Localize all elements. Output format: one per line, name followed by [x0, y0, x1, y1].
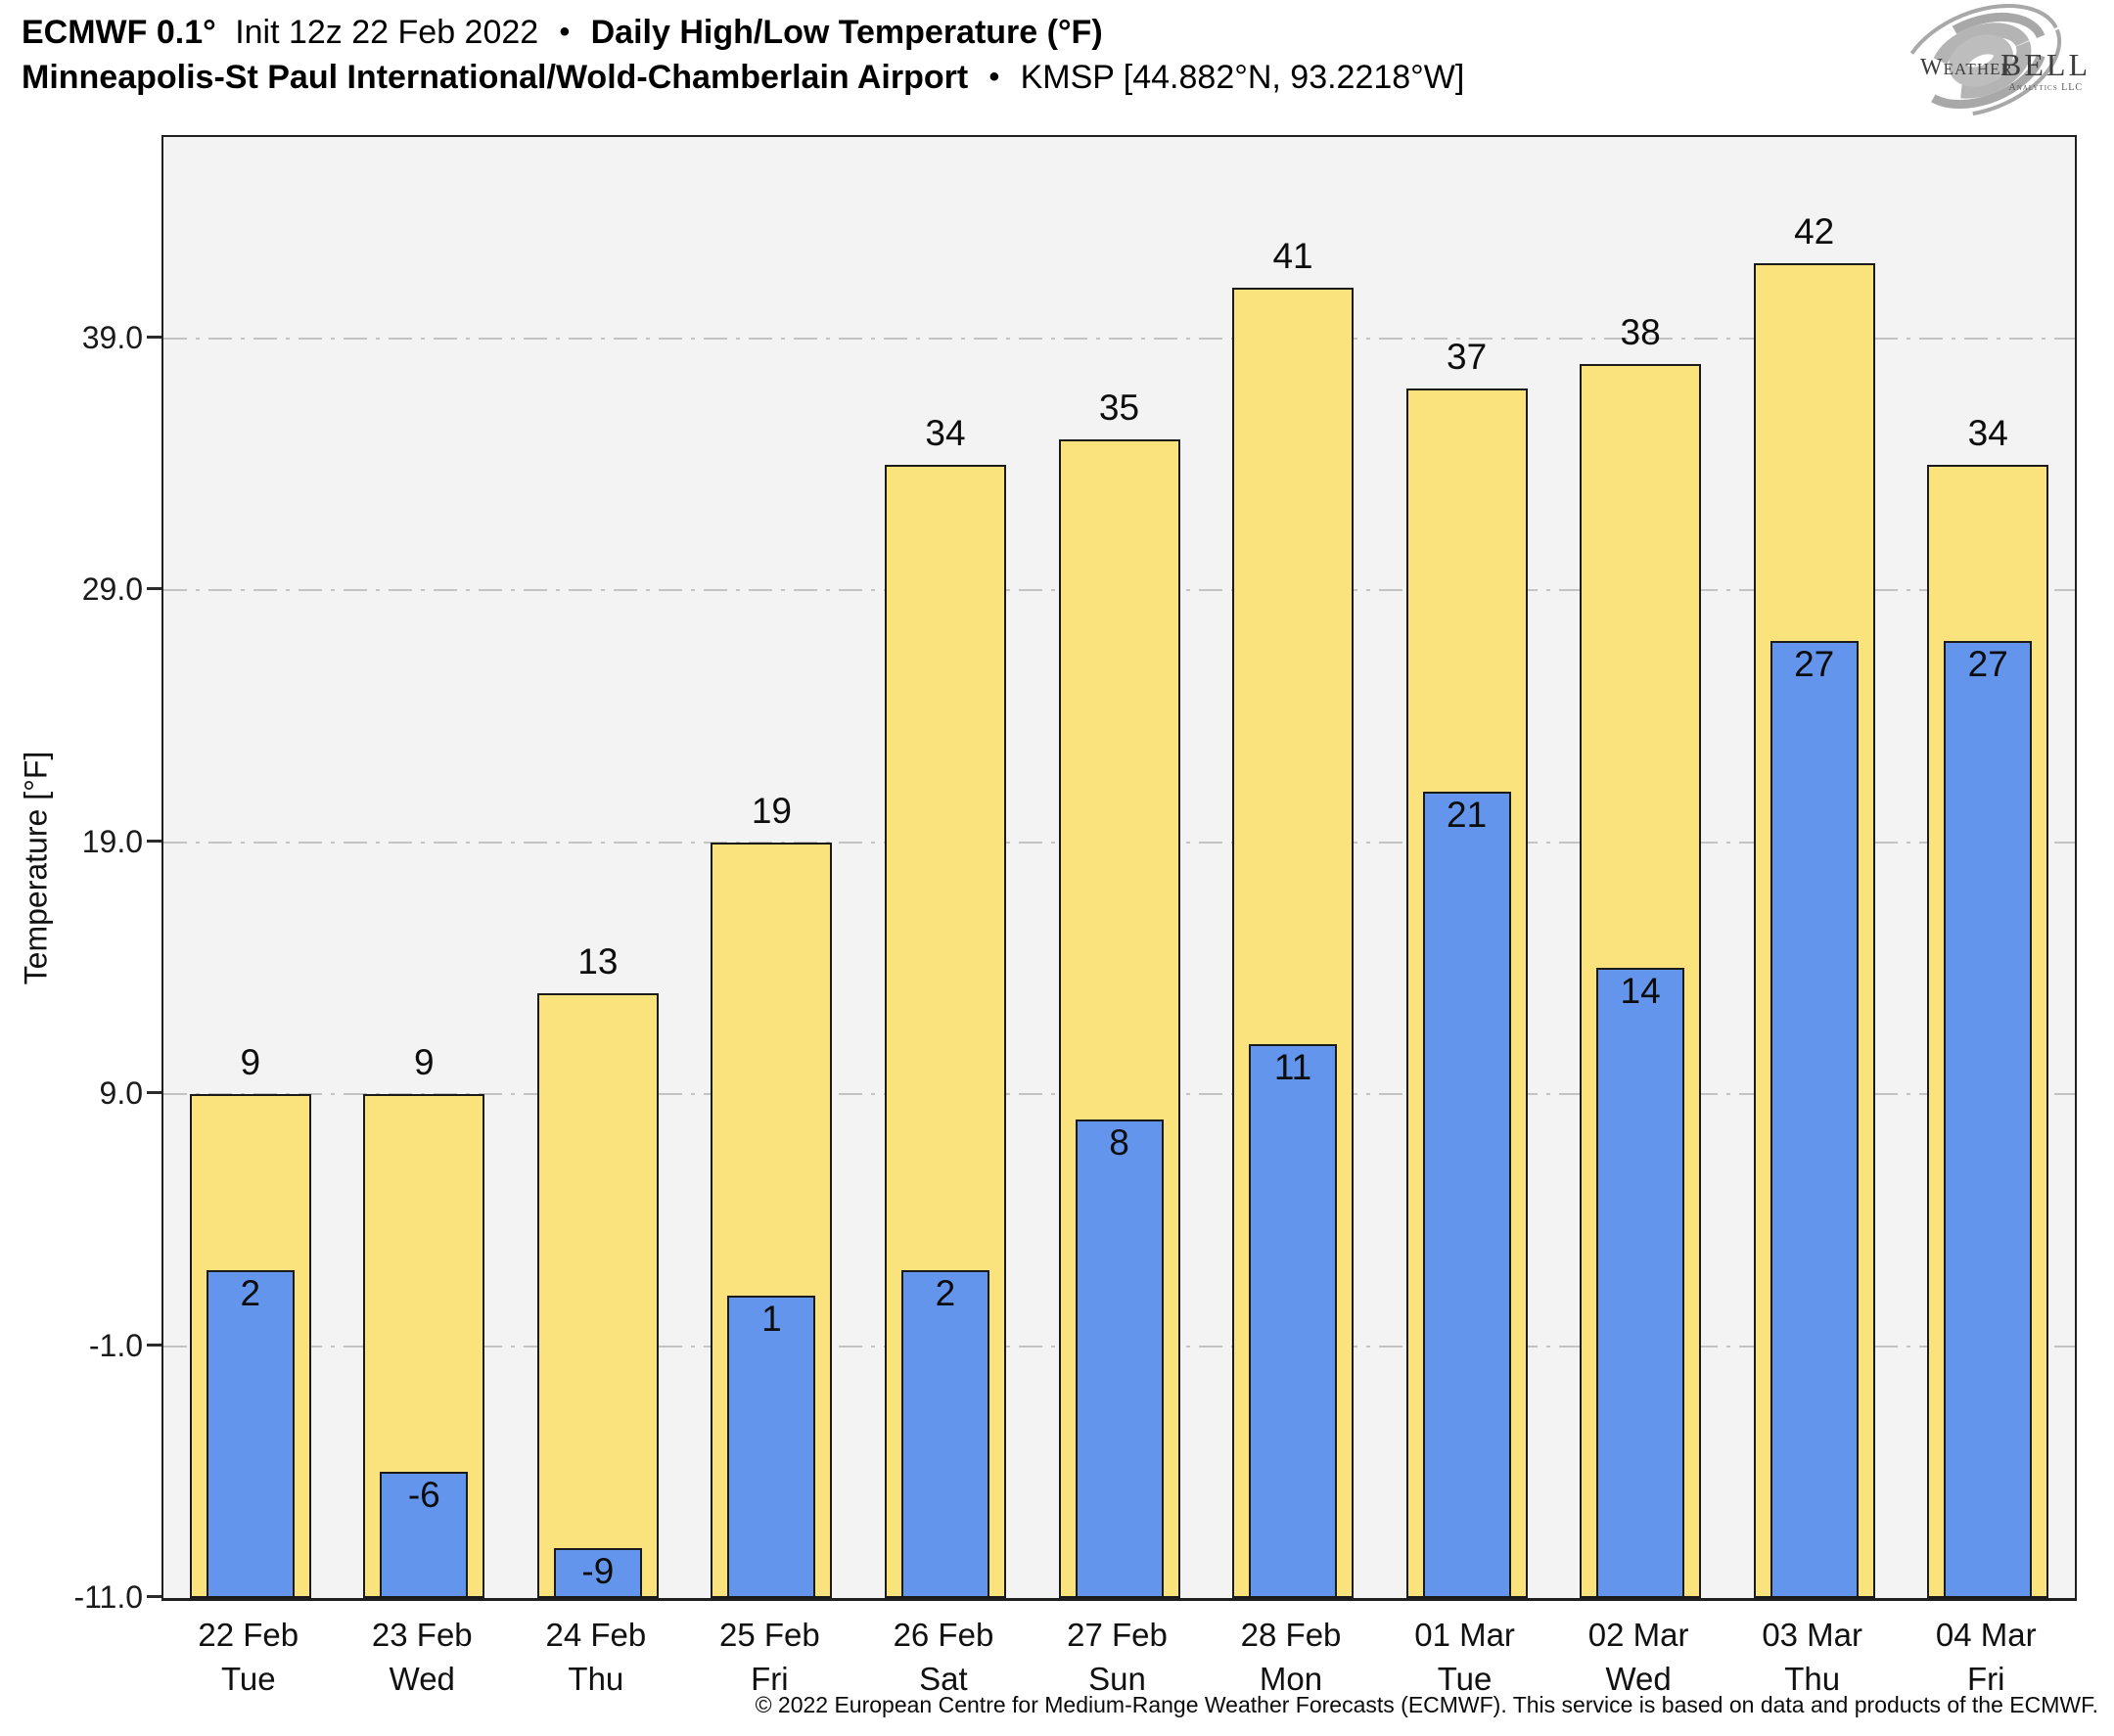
station-name: Minneapolis-St Paul International/Wold-C…: [22, 59, 969, 96]
high-value-label: 9: [414, 1042, 435, 1083]
low-value-label: 8: [1109, 1121, 1129, 1163]
y-tick-label: -1.0: [88, 1327, 143, 1363]
low-value-label: -9: [581, 1550, 615, 1591]
x-tick-date: 23 Feb: [371, 1617, 473, 1653]
y-tick-label: 29.0: [81, 571, 143, 608]
x-tick-date: 03 Mar: [1762, 1617, 1863, 1653]
logo-text-bell: BELL: [2000, 47, 2091, 82]
low-bar: [553, 1547, 642, 1598]
x-tick-date: 28 Feb: [1240, 1617, 1342, 1653]
chart-header: ECMWF 0.1° Init 12z 22 Feb 2022 • Daily …: [22, 10, 1464, 100]
x-tick-date: 26 Feb: [893, 1617, 994, 1653]
low-bar: [900, 1270, 989, 1598]
logo-text-weather: Weather: [1920, 55, 2013, 80]
low-bar: [1769, 640, 1859, 1598]
x-tick-label: 01 Mar Tue: [1378, 1613, 1552, 1701]
x-tick-day: Tue: [1437, 1661, 1493, 1697]
x-tick-label: 28 Feb Mon: [1204, 1613, 1378, 1701]
plot-area: 9 2 9 -6 13 -9 19 1 34 2 35 8 41 11 37 21 38 14 42 27 34 27: [161, 135, 2077, 1601]
model-name: ECMWF 0.1°: [22, 14, 216, 51]
high-value-label: 34: [1967, 412, 2008, 453]
low-bar: [1944, 640, 2033, 1598]
title-line-2: Minneapolis-St Paul International/Wold-C…: [22, 55, 1464, 100]
y-axis-title: Temperature [°F]: [18, 751, 54, 985]
x-tick-date: 22 Feb: [198, 1617, 299, 1653]
low-bar: [1596, 968, 1685, 1598]
weatherbell-logo: Weather BELL Analytics LLC: [1891, 3, 2096, 119]
high-value-label: 34: [925, 412, 966, 453]
high-value-label: 38: [1620, 311, 1661, 352]
x-tick-date: 04 Mar: [1935, 1617, 2037, 1653]
low-value-label: 11: [1273, 1046, 1312, 1087]
x-tick-label: 25 Feb Fri: [683, 1613, 857, 1701]
y-tick-label: 9.0: [99, 1075, 143, 1112]
high-bar: [536, 993, 659, 1598]
y-tick-mark: [147, 1091, 161, 1095]
logo-text-analytics: Analytics LLC: [2008, 82, 2083, 93]
x-tick-date: 25 Feb: [719, 1617, 820, 1653]
title-separator-dot: •: [559, 16, 571, 48]
station-id: KMSP [44.882°N, 93.2218°W]: [1020, 59, 1465, 96]
x-tick-day: Tue: [220, 1661, 276, 1697]
title-line-1: ECMWF 0.1° Init 12z 22 Feb 2022 • Daily …: [22, 10, 1464, 55]
high-value-label: 19: [751, 790, 792, 831]
x-tick-label: 26 Feb Sat: [856, 1613, 1031, 1701]
x-tick-date: 24 Feb: [545, 1617, 647, 1653]
y-tick-mark: [147, 1343, 161, 1347]
high-value-label: 41: [1272, 236, 1313, 277]
x-tick-label: 27 Feb Sun: [1031, 1613, 1205, 1701]
subtitle-separator-dot: •: [988, 61, 1000, 93]
y-tick-mark: [147, 587, 161, 591]
low-value-label: -6: [407, 1475, 440, 1516]
high-value-label: 42: [1794, 210, 1835, 251]
x-tick-label: 02 Mar Wed: [1551, 1613, 1725, 1701]
high-value-label: 37: [1447, 337, 1488, 378]
low-value-label: 2: [240, 1273, 261, 1314]
x-tick-date: 27 Feb: [1067, 1617, 1168, 1653]
x-tick-label: 03 Mar Thu: [1725, 1613, 1900, 1701]
footer-copyright: © 2022 European Centre for Medium-Range …: [755, 1692, 2098, 1717]
low-value-label: 2: [935, 1273, 956, 1314]
low-bar: [1249, 1043, 1338, 1598]
y-gridline: [163, 337, 2075, 340]
weatherbell-logo-svg: Weather BELL Analytics LLC: [1900, 3, 2091, 118]
x-tick-day: Fri: [751, 1661, 789, 1697]
x-tick-label: 22 Feb Tue: [161, 1613, 336, 1701]
y-tick-mark: [147, 1595, 161, 1598]
low-value-label: 21: [1447, 795, 1488, 836]
low-bar: [1075, 1119, 1164, 1598]
y-tick-mark: [147, 335, 161, 339]
y-tick-label: -11.0: [73, 1579, 143, 1615]
x-tick-date: 02 Mar: [1587, 1617, 1689, 1653]
x-tick-day: Mon: [1259, 1661, 1323, 1697]
high-value-label: 35: [1098, 387, 1140, 428]
high-value-label: 13: [577, 941, 619, 982]
y-tick-mark: [147, 839, 161, 843]
low-value-label: 1: [761, 1299, 782, 1340]
low-value-label: 14: [1620, 971, 1661, 1012]
low-bar: [206, 1270, 295, 1598]
y-tick-label: 39.0: [81, 319, 143, 355]
x-tick-day: Thu: [568, 1661, 624, 1697]
low-bar: [1422, 792, 1511, 1598]
high-value-label: 9: [240, 1042, 261, 1083]
x-tick-day: Sun: [1088, 1661, 1146, 1697]
low-bar: [727, 1296, 816, 1598]
x-tick-label: 23 Feb Wed: [336, 1613, 510, 1701]
x-tick-day: Thu: [1784, 1661, 1841, 1697]
x-tick-day: Wed: [1605, 1661, 1672, 1697]
x-tick-day: Sat: [919, 1661, 968, 1697]
x-tick-label: 24 Feb Thu: [509, 1613, 683, 1701]
x-tick-label: 04 Mar Fri: [1899, 1613, 2073, 1701]
init-time: Init 12z 22 Feb 2022: [235, 14, 539, 51]
x-tick-date: 01 Mar: [1414, 1617, 1515, 1653]
y-tick-label: 19.0: [81, 823, 143, 859]
x-tick-day: Wed: [389, 1661, 455, 1697]
low-value-label: 27: [1967, 643, 2008, 684]
low-value-label: 27: [1794, 643, 1835, 684]
low-bar: [380, 1472, 469, 1598]
product-name: Daily High/Low Temperature (°F): [590, 14, 1103, 51]
x-tick-day: Fri: [1966, 1661, 2005, 1697]
